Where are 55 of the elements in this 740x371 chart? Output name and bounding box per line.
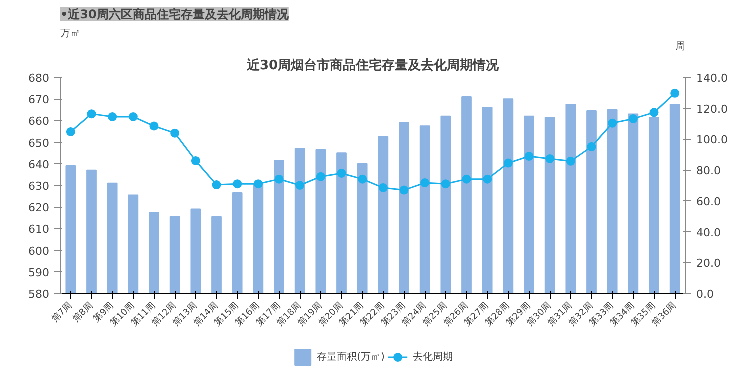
y2-tick-label: 0.0 — [696, 288, 714, 301]
y2-axis-title: 周 — [676, 42, 686, 52]
point — [316, 172, 326, 182]
point — [420, 178, 430, 188]
point — [504, 158, 513, 168]
text: •近30周六区商品住宅存量及去化周期情况 — [60, 8, 290, 22]
point — [170, 128, 180, 138]
point — [546, 154, 555, 164]
y-tick-label: 640 — [28, 158, 50, 172]
point — [254, 180, 263, 189]
y2-tick-label: 80.0 — [696, 164, 721, 178]
point — [608, 118, 618, 128]
point — [524, 152, 534, 161]
y2-tick-label: 120.0 — [696, 102, 728, 116]
point — [128, 112, 138, 122]
legend-label: 存量面积(万㎡) — [317, 351, 385, 364]
y2-tick-label: 20.0 — [696, 257, 721, 270]
point — [150, 122, 159, 131]
point — [378, 183, 388, 192]
y-tick-label: 580 — [28, 288, 50, 301]
point — [462, 174, 472, 184]
point — [66, 127, 76, 136]
point — [587, 142, 596, 152]
point — [87, 110, 96, 119]
y-tick-label: 590 — [28, 266, 50, 280]
point — [274, 174, 284, 184]
y-tick-label: 600 — [28, 244, 50, 258]
y-tick-label: 610 — [28, 223, 50, 236]
point — [212, 180, 222, 190]
y2-tick-label: 60.0 — [696, 195, 721, 208]
point — [650, 108, 659, 118]
chart-title: 近30周烟台市商品住宅存量及去化周期情况 — [246, 58, 500, 74]
point — [108, 112, 118, 122]
y-tick-label: 620 — [28, 202, 50, 215]
y2-tick-label: 40.0 — [696, 226, 721, 240]
y2-tick-label: 100.0 — [696, 134, 728, 147]
point — [566, 156, 576, 166]
point — [670, 88, 680, 98]
point — [400, 186, 409, 195]
point — [358, 174, 368, 184]
point — [337, 168, 346, 178]
point — [233, 180, 242, 189]
y2-tick-label: 140.0 — [696, 72, 728, 85]
point — [191, 156, 200, 166]
y-tick-label: 660 — [28, 115, 50, 128]
point — [441, 180, 450, 189]
y-tick-label: 630 — [28, 180, 50, 193]
point — [296, 181, 305, 190]
legend-label: 去化周期 — [412, 350, 453, 364]
point — [483, 174, 492, 184]
y-tick-label: 650 — [28, 136, 50, 150]
y-tick-label: 680 — [28, 72, 50, 85]
point — [628, 114, 638, 124]
y-tick-label: 670 — [28, 94, 50, 107]
y-axis-title: 万㎡ — [60, 28, 80, 40]
